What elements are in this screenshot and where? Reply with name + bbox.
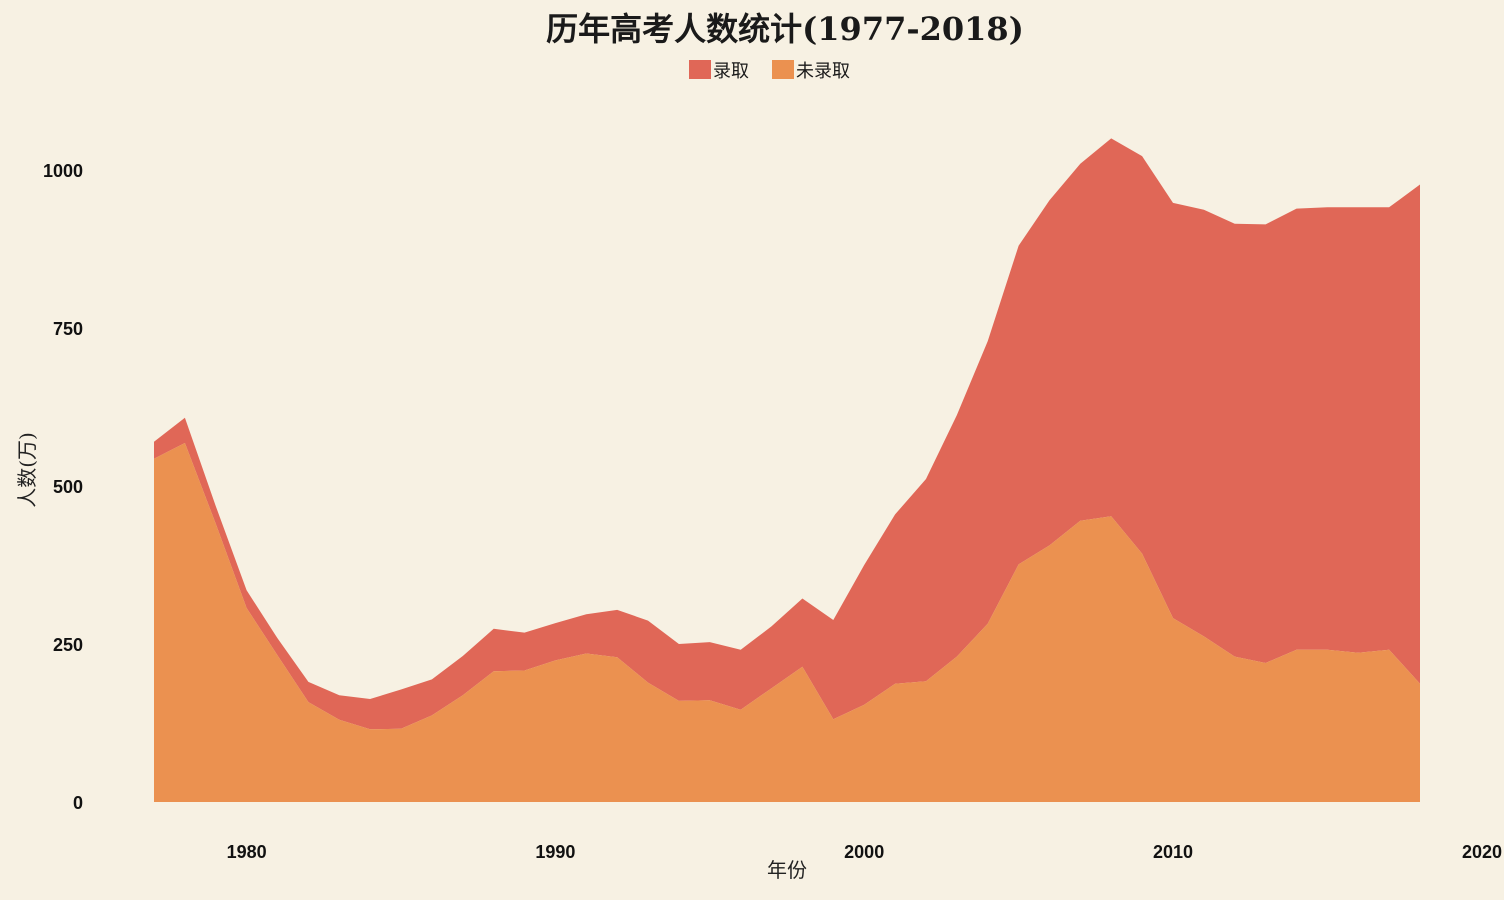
y-tick-label: 250 bbox=[53, 635, 83, 655]
x-axis-label: 年份 bbox=[767, 858, 807, 882]
y-axis-ticks: 0 250 500 750 1000 bbox=[43, 161, 83, 813]
legend-swatch-not-admitted bbox=[772, 60, 794, 79]
plot-area bbox=[154, 138, 1420, 802]
y-tick-label: 1000 bbox=[43, 161, 83, 181]
x-axis-ticks: 1980 1990 2000 2010 2020 bbox=[227, 842, 1502, 862]
x-tick-label: 2010 bbox=[1153, 842, 1193, 862]
y-tick-label: 500 bbox=[53, 477, 83, 497]
area-series-admitted[interactable] bbox=[154, 138, 1420, 730]
x-tick-label: 1990 bbox=[535, 842, 575, 862]
y-axis-label: 人数(万) bbox=[15, 432, 39, 508]
legend-label-admitted: 录取 bbox=[713, 61, 749, 82]
chart-title: 历年高考人数统计(1977-2018) bbox=[546, 10, 1024, 48]
legend-label-not-admitted: 未录取 bbox=[796, 61, 850, 82]
y-tick-label: 750 bbox=[53, 319, 83, 339]
area-series-not-admitted[interactable] bbox=[154, 443, 1420, 802]
x-tick-label: 2000 bbox=[844, 842, 884, 862]
x-tick-label: 2020 bbox=[1462, 842, 1502, 862]
x-tick-label: 1980 bbox=[227, 842, 267, 862]
y-tick-label: 0 bbox=[73, 793, 83, 813]
legend[interactable]: 录取 未录取 bbox=[689, 60, 850, 82]
legend-swatch-admitted bbox=[689, 60, 711, 79]
